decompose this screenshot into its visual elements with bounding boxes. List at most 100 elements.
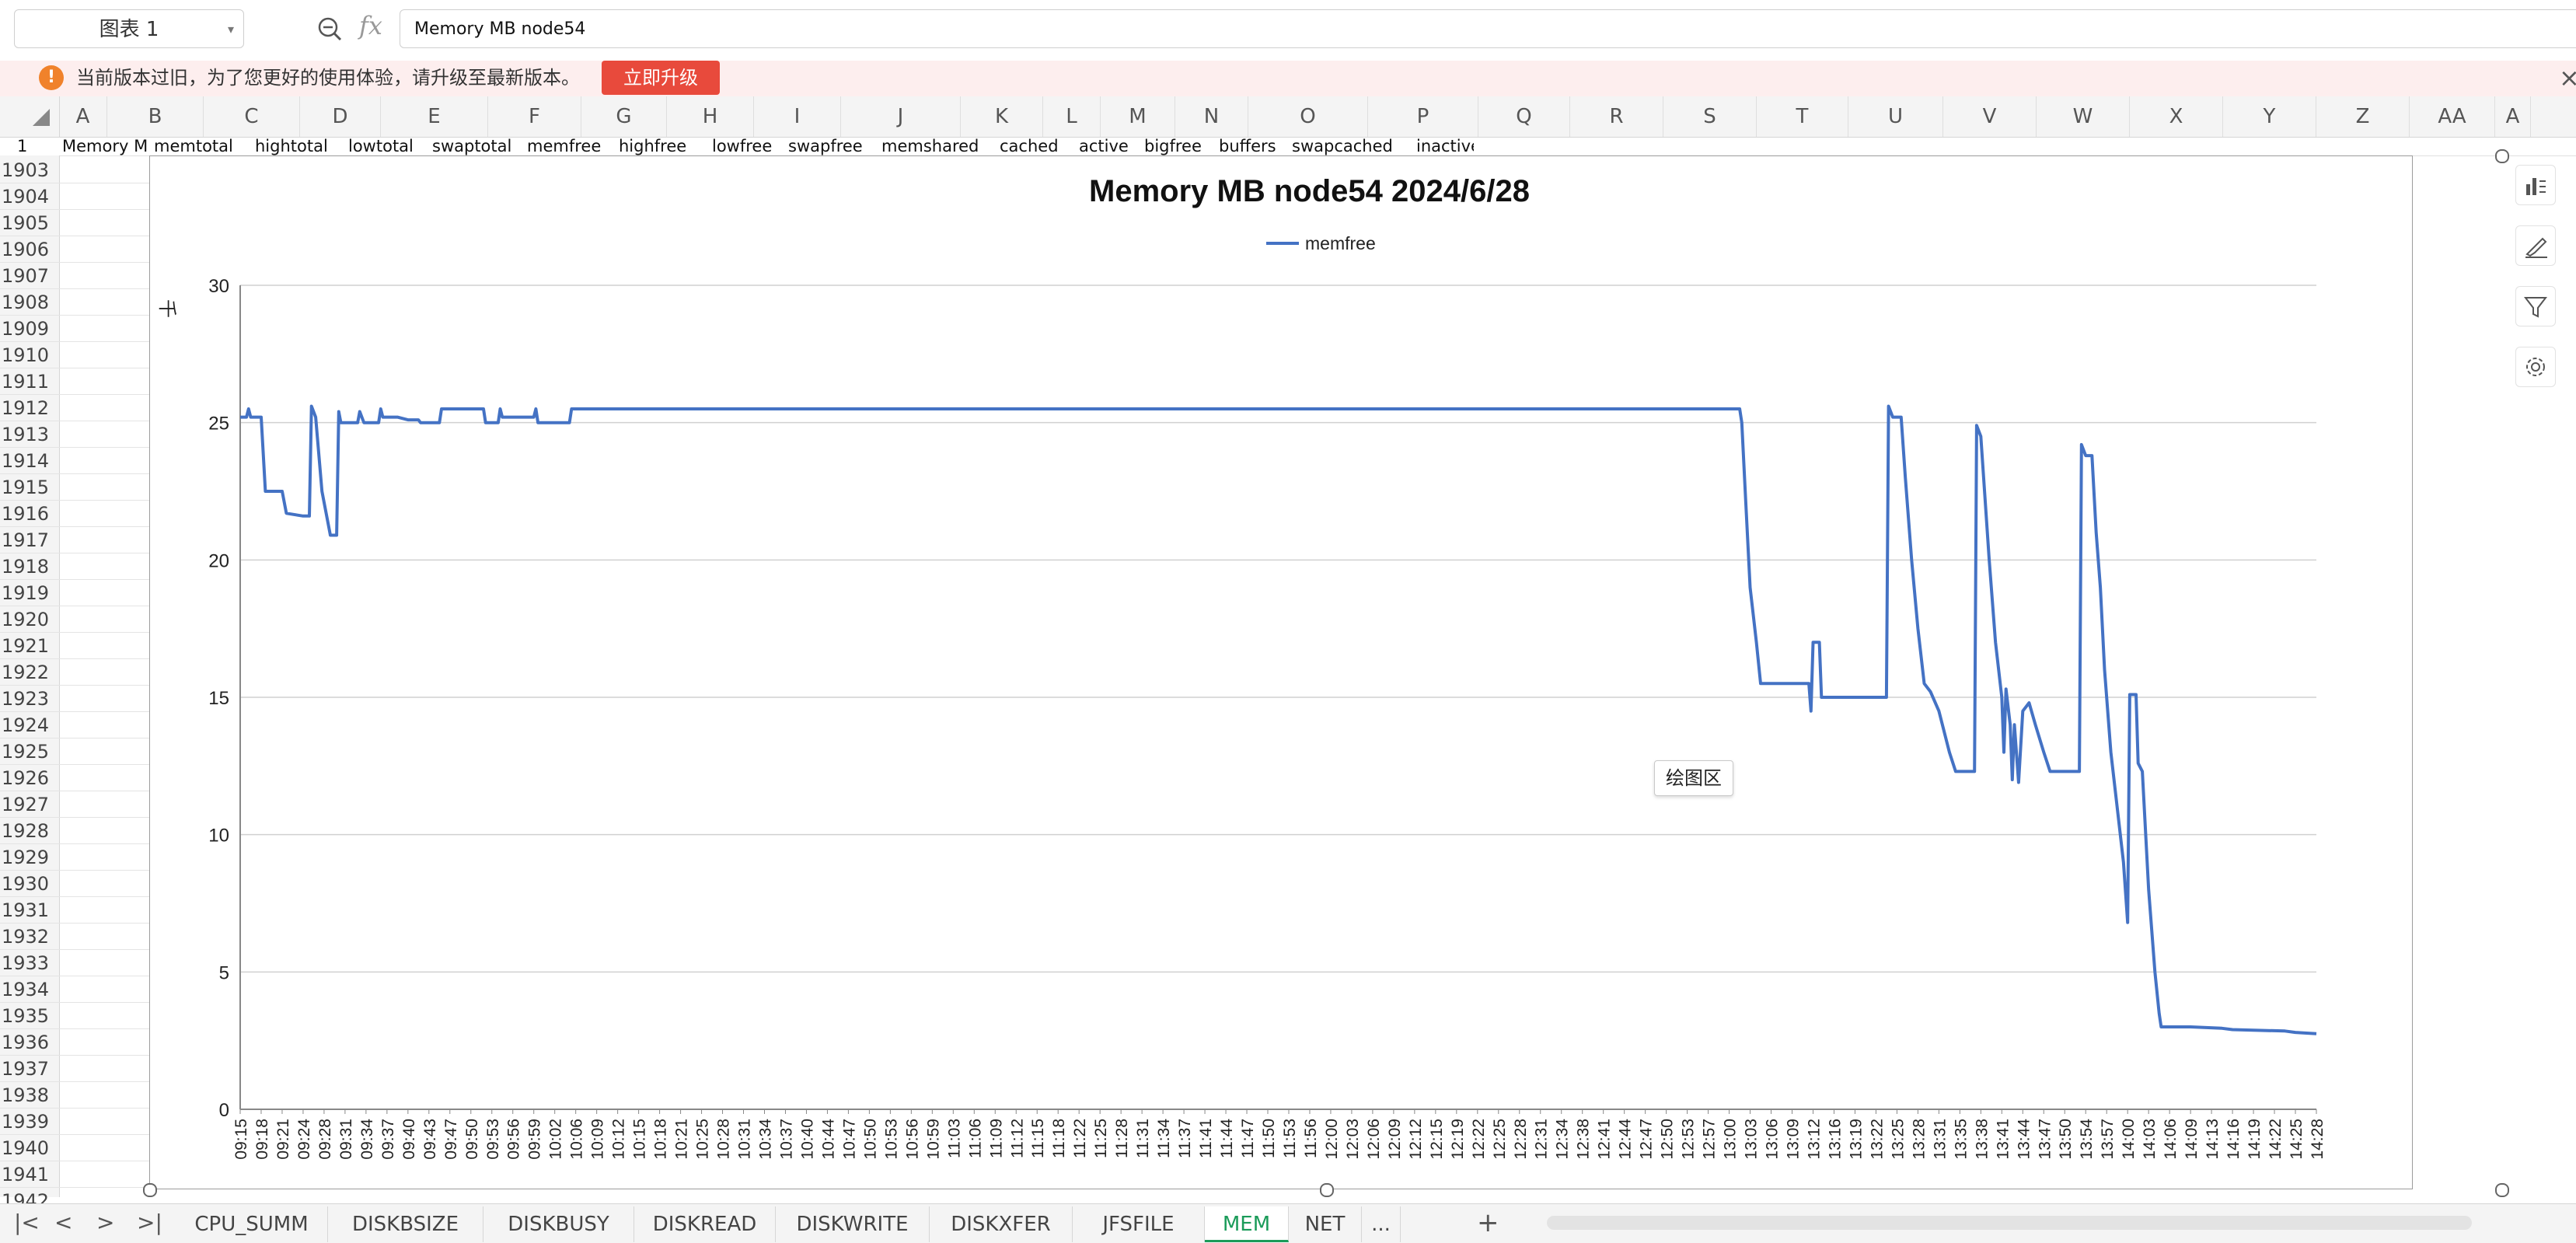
column-header[interactable]: F [488, 96, 581, 137]
column-header[interactable]: H [667, 96, 754, 137]
header-cell[interactable]: active [1079, 137, 1129, 155]
column-header[interactable]: T [1757, 96, 1848, 137]
chevron-down-icon[interactable]: ▾ [227, 22, 234, 37]
select-all-corner[interactable] [0, 96, 60, 137]
row-number[interactable]: 1929 [0, 844, 59, 871]
select-all-icon[interactable] [33, 109, 50, 126]
next-sheet-button[interactable]: > [96, 1210, 115, 1235]
row-number[interactable]: 1912 [0, 395, 59, 421]
column-header[interactable]: S [1663, 96, 1757, 137]
prev-sheet-button[interactable]: < [54, 1210, 73, 1235]
row-number[interactable]: 1935 [0, 1003, 59, 1029]
horizontal-scrollbar[interactable] [1547, 1216, 2472, 1230]
more-sheets-button[interactable]: ... [1362, 1206, 1401, 1242]
header-cell[interactable]: Memory M [62, 137, 148, 155]
row-number[interactable]: 1927 [0, 791, 59, 818]
header-cell[interactable]: buffers [1219, 137, 1276, 155]
sheet-tab-mem[interactable]: MEM [1205, 1206, 1289, 1242]
column-header[interactable]: X [2130, 96, 2223, 137]
header-cell[interactable]: swapcached [1292, 137, 1393, 155]
header-cell[interactable]: cached [1000, 137, 1059, 155]
resize-handle-top-right[interactable] [2495, 149, 2509, 163]
last-sheet-button[interactable]: >| [137, 1210, 162, 1235]
row-number[interactable]: 1913 [0, 421, 59, 448]
column-header[interactable]: P [1368, 96, 1478, 137]
column-header[interactable]: B [107, 96, 204, 137]
column-header[interactable]: G [581, 96, 667, 137]
column-header[interactable]: W [2037, 96, 2130, 137]
row-number[interactable]: 1940 [0, 1135, 59, 1161]
chart-elements-icon[interactable] [2515, 165, 2556, 205]
row-number[interactable]: 1926 [0, 765, 59, 791]
column-header[interactable]: E [381, 96, 488, 137]
function-icon[interactable]: fx [359, 11, 382, 40]
chart-style-icon[interactable] [2515, 225, 2556, 266]
row-number[interactable]: 1903 [0, 157, 59, 183]
header-cell[interactable]: memtotal [154, 137, 233, 155]
row-number[interactable]: 1921 [0, 633, 59, 659]
column-header[interactable]: U [1848, 96, 1943, 137]
column-header[interactable]: R [1570, 96, 1663, 137]
row-number[interactable]: 1928 [0, 818, 59, 844]
close-icon[interactable]: × [2559, 63, 2576, 93]
row-number[interactable]: 1909 [0, 316, 59, 342]
header-cell[interactable]: swaptotal [432, 137, 512, 155]
row-number[interactable]: 1939 [0, 1109, 59, 1135]
row-number[interactable]: 1933 [0, 950, 59, 976]
zoom-out-icon[interactable] [315, 14, 346, 45]
sheet-tab-net[interactable]: NET [1289, 1206, 1362, 1242]
chart-object[interactable]: Memory MB node54 2024/6/28 memfree 千 0 5 10 15… [149, 155, 2413, 1189]
column-header[interactable]: N [1175, 96, 1248, 137]
row-number[interactable]: 1911 [0, 368, 59, 395]
row-number[interactable]: 1908 [0, 289, 59, 316]
row-number[interactable]: 1924 [0, 712, 59, 738]
row-number[interactable]: 1918 [0, 553, 59, 580]
row-number[interactable]: 1906 [0, 236, 59, 263]
chart-settings-icon[interactable] [2515, 347, 2556, 387]
row-number[interactable]: 1937 [0, 1056, 59, 1082]
add-sheet-button[interactable]: + [1477, 1207, 1499, 1238]
header-cell[interactable]: highfree [619, 137, 687, 155]
column-header[interactable]: K [961, 96, 1043, 137]
row-number[interactable]: 1910 [0, 342, 59, 368]
row-number[interactable]: 1905 [0, 210, 59, 236]
row-number[interactable]: 1936 [0, 1029, 59, 1056]
row-number-1[interactable]: 1 [17, 137, 28, 155]
row-number[interactable]: 1938 [0, 1082, 59, 1109]
row-number[interactable]: 1922 [0, 659, 59, 686]
upgrade-button[interactable]: 立即升级 [602, 61, 720, 95]
name-box[interactable]: 图表 1 ▾ [14, 9, 244, 48]
resize-handle-bottom[interactable] [1320, 1183, 1334, 1197]
row-number[interactable]: 1907 [0, 263, 59, 289]
sheet-tab-jfsfile[interactable]: JFSFILE [1073, 1206, 1205, 1242]
column-header[interactable]: O [1248, 96, 1368, 137]
header-cell[interactable]: hightotal [255, 137, 328, 155]
row-number[interactable]: 1923 [0, 686, 59, 712]
first-sheet-button[interactable]: |< [14, 1210, 40, 1235]
resize-handle-bottom-left[interactable] [143, 1183, 157, 1197]
row-number[interactable]: 1934 [0, 976, 59, 1003]
row-number[interactable]: 1930 [0, 871, 59, 897]
column-header[interactable]: Q [1478, 96, 1570, 137]
sheet-tab-diskxfer[interactable]: DISKXFER [930, 1206, 1073, 1242]
row-number[interactable]: 1915 [0, 474, 59, 501]
column-header[interactable]: C [204, 96, 300, 137]
column-header[interactable]: AA [2410, 96, 2495, 137]
header-cell[interactable]: lowtotal [348, 137, 414, 155]
row-number[interactable]: 1932 [0, 924, 59, 950]
sheet-tab-diskwrite[interactable]: DISKWRITE [776, 1206, 930, 1242]
sheet-tab-cpu_summ[interactable]: CPU_SUMM [176, 1206, 328, 1242]
header-cell[interactable]: bigfree [1144, 137, 1202, 155]
chart-filter-icon[interactable] [2515, 286, 2556, 326]
sheet-tab-diskread[interactable]: DISKREAD [634, 1206, 776, 1242]
column-header[interactable]: V [1943, 96, 2037, 137]
sheet-tab-diskbsize[interactable]: DISKBSIZE [328, 1206, 483, 1242]
column-header[interactable]: Y [2223, 96, 2316, 137]
column-header[interactable]: A [59, 96, 107, 137]
row-number[interactable]: 1931 [0, 897, 59, 924]
column-header[interactable]: J [841, 96, 961, 137]
row-number[interactable]: 1914 [0, 448, 59, 474]
column-header[interactable]: L [1043, 96, 1101, 137]
formula-input[interactable]: Memory MB node54 [400, 9, 2576, 48]
header-cell[interactable]: swapfree [788, 137, 863, 155]
